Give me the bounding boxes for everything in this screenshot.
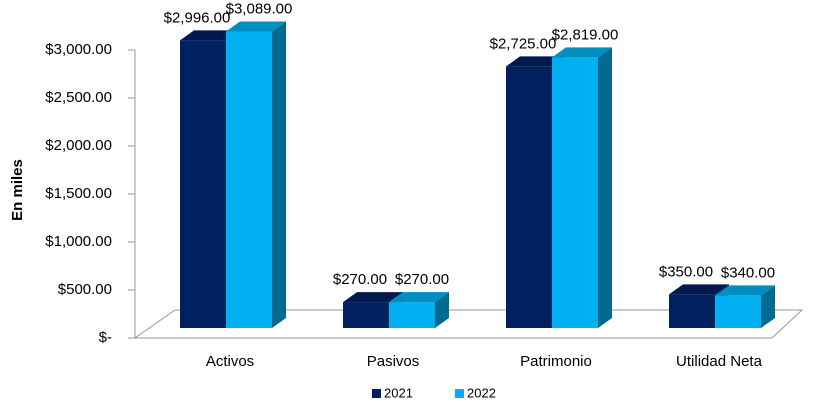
legend-label: 2021 [384,385,413,400]
bar-front [669,294,715,328]
value-label: $340.00 [721,264,775,281]
x-tick-label: Patrimonio [520,353,592,370]
bar-front [506,66,552,329]
bar [715,285,775,328]
value-label: $2,996.00 [164,9,231,26]
bar-side [272,21,286,329]
bar-top [180,30,240,41]
bar-side [598,47,612,328]
bar [552,47,612,328]
x-tick-label: Pasivos [367,353,420,370]
bar-front [343,302,389,328]
y-tick-label: $3,000.00 [45,41,112,58]
bar-side [435,292,449,328]
bar-top [669,284,729,295]
value-label: $270.00 [333,271,387,288]
value-label: $2,725.00 [490,35,557,52]
bar-front [552,57,598,328]
bar-top [552,47,612,58]
y-tick-label: $1,000.00 [45,233,112,250]
bar-top [343,292,403,303]
legend-label: 2022 [467,385,496,400]
bar-side [761,285,775,328]
bar-top [715,285,775,296]
value-label: $350.00 [659,263,713,280]
bar-top [506,56,566,67]
bar [389,292,449,328]
bar-front [226,31,272,329]
value-label: $270.00 [395,271,449,288]
value-label: $3,089.00 [226,0,293,17]
bar-front [715,295,761,328]
y-axis-label: En miles [9,159,26,221]
x-tick-label: Utilidad Neta [676,353,763,370]
bar [226,21,286,329]
y-tick-label: $500.00 [58,281,112,298]
legend-swatch [455,389,464,398]
bar-front [180,40,226,328]
legend-swatch [372,389,381,398]
floor [133,309,804,339]
y-tick-label: $- [99,329,112,346]
bar-top [389,292,449,303]
y-tick-label: $2,500.00 [45,89,112,106]
y-tick-label: $1,500.00 [45,185,112,202]
bar-top [226,21,286,32]
value-label: $2,819.00 [552,26,619,43]
bar-front [389,302,435,328]
y-tick-label: $2,000.00 [45,137,112,154]
x-tick-label: Activos [206,353,254,370]
